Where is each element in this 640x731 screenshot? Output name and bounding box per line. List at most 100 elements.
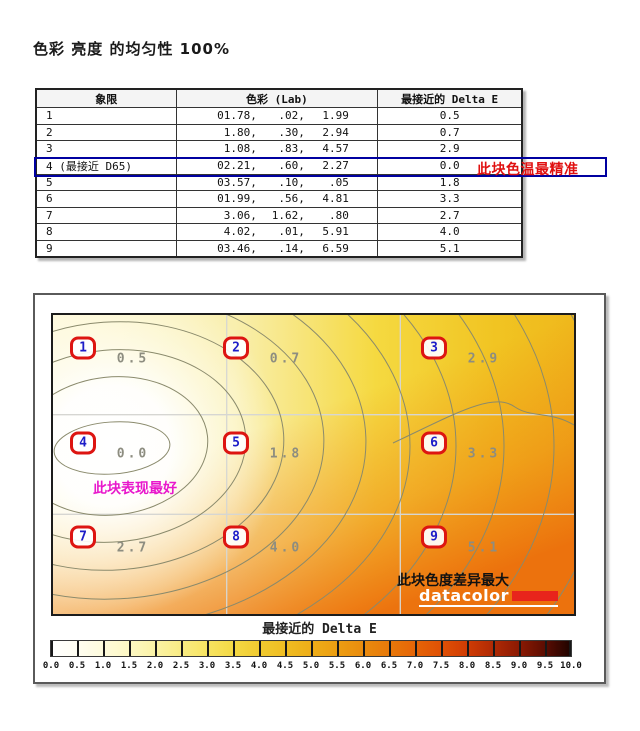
quadrant-cell: 8 bbox=[35, 223, 177, 241]
colorbar-tick-label: 10.0 bbox=[560, 661, 582, 671]
lab-value: .10, bbox=[278, 175, 305, 189]
colorbar-tick bbox=[103, 641, 105, 656]
lab-value: 03.57, bbox=[217, 175, 257, 189]
colorbar-tick-label: 5.0 bbox=[302, 661, 320, 671]
datacolor-logo: datacolor bbox=[419, 586, 559, 607]
lab-value: 4.57 bbox=[322, 142, 349, 156]
lab-value: 5.91 bbox=[322, 225, 349, 239]
lab-value: 1.80, bbox=[223, 125, 257, 139]
lab-value: .83, bbox=[278, 142, 305, 156]
delta-e-cell: 2.9 bbox=[377, 140, 523, 158]
quadrant-cell: 9 bbox=[35, 239, 177, 258]
lab-cell: 4.02, .01, 5.91 bbox=[175, 223, 379, 241]
colorbar-tick bbox=[415, 641, 417, 656]
zone-badge: 7 bbox=[70, 525, 96, 549]
colorbar-tick-label: 8.5 bbox=[484, 661, 502, 671]
lab-value: 2.27 bbox=[322, 159, 349, 172]
quadrant-cell: 3 bbox=[35, 140, 177, 158]
contour-plot-svg bbox=[53, 315, 574, 614]
lab-value: .60, bbox=[278, 159, 305, 172]
zone-badge: 5 bbox=[223, 431, 249, 455]
lab-value: 2.94 bbox=[322, 125, 349, 139]
colorbar-tick bbox=[467, 641, 469, 656]
colorbar-tick bbox=[129, 641, 131, 656]
zone-badge: 3 bbox=[421, 336, 447, 360]
zone-badge: 6 bbox=[421, 431, 447, 455]
colorbar-tick-label: 5.5 bbox=[328, 661, 346, 671]
colorbar-tick bbox=[77, 641, 79, 656]
page-title: 色彩 亮度 的均匀性 100% bbox=[33, 40, 231, 58]
lab-cell: 1.80, .30, 2.94 bbox=[175, 123, 379, 141]
colorbar-tick-label: 4.5 bbox=[276, 661, 294, 671]
colorbar-tick-label: 9.0 bbox=[510, 661, 528, 671]
datacolor-logo-text: datacolor bbox=[419, 586, 510, 605]
quadrant-cell: 2 bbox=[35, 123, 177, 141]
zone-delta-e-value: 2.7 bbox=[116, 540, 150, 556]
lab-value: 01.99, bbox=[217, 192, 257, 206]
colorbar-tick bbox=[389, 641, 391, 656]
lab-value: 03.46, bbox=[217, 241, 257, 255]
lab-value: 01.78, bbox=[217, 109, 257, 123]
lab-value: 1.99 bbox=[322, 109, 349, 123]
lab-cell: 01.78, .02, 1.99 bbox=[175, 107, 379, 125]
column-header-delta-e: 最接近的 Delta E bbox=[377, 88, 523, 108]
zone-badge: 9 bbox=[421, 525, 447, 549]
zone-badge: 4 bbox=[70, 431, 96, 455]
colorbar-tick bbox=[285, 641, 287, 656]
colorbar-tick bbox=[311, 641, 313, 656]
annotation-worst-zone: 此块色度差异最大 bbox=[397, 573, 509, 589]
colorbar-tick bbox=[337, 641, 339, 656]
table-row: 7 3.06, 1.62, .80 2.7 bbox=[35, 206, 523, 224]
colorbar-tick-label: 3.0 bbox=[198, 661, 216, 671]
colorbar-tick-label: 7.5 bbox=[432, 661, 450, 671]
column-header-quadrant: 象限 bbox=[35, 88, 177, 108]
lab-value: 3.06, bbox=[223, 208, 257, 222]
lab-value: 1.08, bbox=[223, 142, 257, 156]
zone-delta-e-value: 0.5 bbox=[116, 351, 150, 367]
colorbar-tick-label: 7.0 bbox=[406, 661, 424, 671]
zone-delta-e-value: 1.8 bbox=[269, 446, 303, 462]
zone-delta-e-value: 4.0 bbox=[269, 540, 303, 556]
colorbar-tick bbox=[493, 641, 495, 656]
table-row: 3 1.08, .83, 4.57 2.9 bbox=[35, 140, 523, 158]
delta-e-cell: 5.1 bbox=[377, 239, 523, 258]
table-row: 1 01.78, .02, 1.99 0.5 bbox=[35, 107, 523, 125]
delta-e-cell: 0.5 bbox=[377, 107, 523, 125]
zone-delta-e-value: 3.3 bbox=[467, 446, 501, 462]
lab-cell: 03.46, .14, 6.59 bbox=[175, 239, 379, 258]
table-row: 2 1.80, .30, 2.94 0.7 bbox=[35, 123, 523, 141]
column-header-lab: 色彩 (Lab) bbox=[175, 88, 379, 108]
colorbar-tick-label: 2.0 bbox=[146, 661, 164, 671]
table-row: 4 (最接近 D65) 02.21, .60, 2.27 0.0 bbox=[35, 156, 523, 175]
colorbar-tick bbox=[181, 641, 183, 656]
lab-cell: 01.99, .56, 4.81 bbox=[175, 190, 379, 208]
zone-badge: 2 bbox=[223, 336, 249, 360]
colorbar-tick-label: 3.5 bbox=[224, 661, 242, 671]
colorbar-tick-label: 0.0 bbox=[42, 661, 60, 671]
zone-badge: 8 bbox=[223, 525, 249, 549]
lab-value: 4.81 bbox=[322, 192, 349, 206]
lab-value: .01, bbox=[278, 225, 305, 239]
colorbar-tick bbox=[519, 641, 521, 656]
colorbar-tick-label: 1.5 bbox=[120, 661, 138, 671]
lab-cell: 1.08, .83, 4.57 bbox=[175, 140, 379, 158]
table-header-row: 象限 色彩 (Lab) 最接近的 Delta E bbox=[35, 88, 523, 108]
delta-e-cell: 4.0 bbox=[377, 223, 523, 241]
quadrant-cell: 6 bbox=[35, 190, 177, 208]
delta-e-contour-map: 此块表现最好 此块色度差异最大 datacolor 1 0.5 2 0.7 3 2.9 4 0… bbox=[51, 313, 576, 616]
zone-badge: 1 bbox=[70, 336, 96, 360]
colorbar-tick bbox=[441, 641, 443, 656]
colorbar-tick-label: 0.5 bbox=[68, 661, 86, 671]
colorbar-tick bbox=[259, 641, 261, 656]
colorbar-tick-label: 6.0 bbox=[354, 661, 372, 671]
lab-value: 6.59 bbox=[322, 241, 349, 255]
colorbar-tick-label: 1.0 bbox=[94, 661, 112, 671]
datacolor-logo-red-bar bbox=[512, 591, 559, 601]
zone-delta-e-value: 2.9 bbox=[467, 351, 501, 367]
lab-cell: 03.57, .10, .05 bbox=[175, 173, 379, 191]
heatmap-panel: 此块表现最好 此块色度差异最大 datacolor 1 0.5 2 0.7 3 2.9 4 0… bbox=[33, 293, 606, 684]
colorbar-caption: 最接近的 Delta E bbox=[262, 622, 377, 637]
table-row: 6 01.99, .56, 4.81 3.3 bbox=[35, 190, 523, 208]
colorbar-tick-label: 6.5 bbox=[380, 661, 398, 671]
colorbar-tick bbox=[545, 641, 547, 656]
